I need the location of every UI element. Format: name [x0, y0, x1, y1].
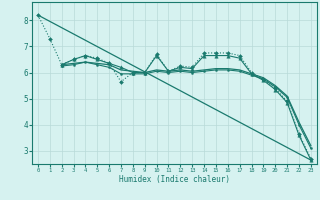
X-axis label: Humidex (Indice chaleur): Humidex (Indice chaleur) [119, 175, 230, 184]
